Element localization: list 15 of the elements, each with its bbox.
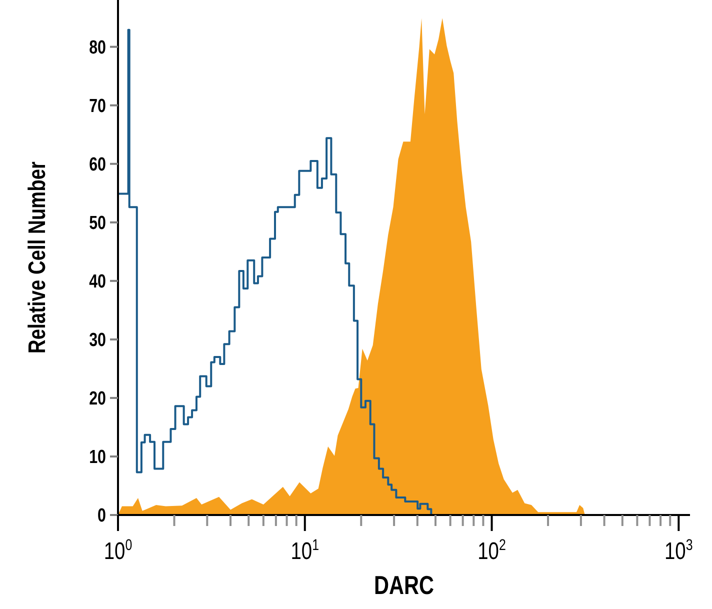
y-tick-label: 20 bbox=[89, 386, 106, 410]
y-tick-label: 60 bbox=[89, 152, 106, 175]
y-tick-label: 50 bbox=[89, 211, 106, 234]
y-tick-label: 40 bbox=[89, 270, 106, 292]
x-axis-title: DARC bbox=[374, 570, 434, 600]
y-axis-title: Relative Cell Number bbox=[22, 161, 51, 354]
y-tick-label: 10 bbox=[89, 445, 106, 468]
x-tick-label: 10$^{2}$ bbox=[478, 536, 506, 565]
y-tick-label: 80 bbox=[89, 36, 106, 58]
x-tick-label: 10$^{0}$ bbox=[104, 536, 132, 565]
y-tick-label: 70 bbox=[89, 94, 106, 116]
x-tick-label: 10$^{1}$ bbox=[290, 536, 320, 565]
y-tick-label: 30 bbox=[89, 328, 106, 350]
x-tick-label: 10$^{3}$ bbox=[664, 536, 693, 565]
y-tick-label: 0 bbox=[98, 504, 106, 526]
